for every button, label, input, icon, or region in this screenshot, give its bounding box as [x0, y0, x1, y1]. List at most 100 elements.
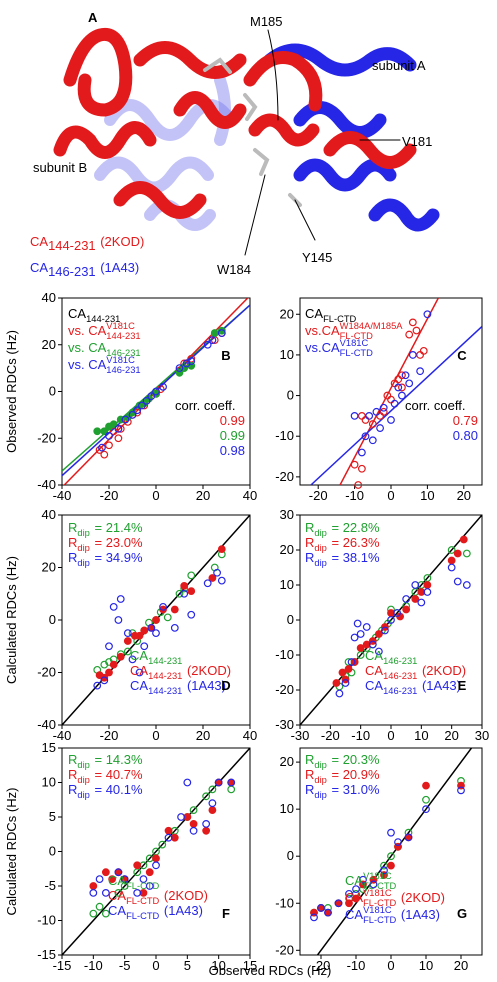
data-point: [393, 609, 401, 617]
data-point: [145, 868, 154, 877]
label-part: (1A43): [418, 678, 461, 693]
label-part: CA: [305, 306, 323, 321]
data-point: [202, 820, 211, 828]
data-point: [350, 411, 359, 420]
x-tick-label: 10: [211, 958, 225, 973]
label-part: dip: [77, 775, 89, 785]
label-part: dip: [77, 528, 89, 538]
y-tick-label: 0: [287, 612, 294, 627]
data-point: [383, 391, 392, 400]
data-point: [175, 589, 184, 598]
data-point: [159, 382, 167, 391]
data-point: [361, 432, 370, 441]
data-point: [135, 668, 144, 677]
x-tick-label: 40: [243, 488, 257, 503]
y-tick-label: 10: [280, 577, 294, 592]
legend-label: vs. CA146-231: [68, 340, 141, 358]
data-point: [203, 340, 212, 349]
label-part: dip: [77, 790, 89, 800]
data-point: [332, 679, 341, 687]
r-dip: Rdip = 40.1%: [68, 782, 143, 800]
corr-value: 0.80: [453, 428, 478, 443]
r-dip: Rdip = 21.4%: [68, 520, 143, 538]
x-tick-label: -10: [351, 728, 370, 743]
data-point: [411, 581, 420, 589]
y-tick-label: 15: [42, 740, 56, 755]
data-point: [158, 840, 167, 849]
corr-label: corr. coeff.: [405, 398, 465, 413]
panel-letter: A: [88, 10, 98, 25]
data-point: [365, 411, 374, 420]
data-point: [164, 826, 173, 835]
data-point: [381, 626, 389, 635]
label-part: V181C: [340, 338, 369, 348]
data-point: [109, 602, 118, 611]
data-point: [152, 854, 160, 863]
x-tick-label: -15: [53, 958, 72, 973]
label-part: R: [68, 782, 77, 797]
data-point: [187, 357, 196, 366]
data-point: [423, 588, 432, 596]
data-point: [394, 383, 403, 392]
label-part: CA: [345, 907, 363, 922]
label-part: 144-231: [106, 331, 140, 341]
protein-structure: [53, 27, 440, 256]
data-point: [183, 813, 192, 821]
data-point: [359, 875, 367, 884]
data-point: [189, 806, 198, 814]
data-point: [398, 371, 406, 380]
data-point: [101, 889, 110, 897]
x-tick-label: -20: [312, 958, 331, 973]
data-point: [402, 595, 411, 603]
data-point: [189, 820, 198, 828]
data-point: [170, 833, 179, 842]
x-tick-label: -20: [100, 488, 119, 503]
legend-label: CAV181C FL-CTD: [345, 871, 397, 891]
data-point: [324, 908, 332, 917]
x-tick-label: 10: [420, 488, 434, 503]
data-point: [447, 563, 456, 572]
data-point: [120, 875, 129, 883]
label-part: FL-CTD: [363, 915, 396, 925]
data-point: [152, 629, 160, 638]
data-point: [350, 460, 359, 469]
data-point: [93, 681, 102, 690]
data-point: [457, 786, 465, 795]
y-tick-label: 40: [42, 507, 56, 522]
data-point: [105, 422, 113, 431]
data-point: [180, 589, 189, 598]
data-point: [187, 571, 196, 580]
data-point: [344, 665, 353, 673]
label-part: 144-231: [86, 314, 120, 324]
data-point: [387, 828, 395, 837]
data-point: [89, 889, 98, 897]
annotation: M185: [250, 14, 283, 29]
data-point: [345, 899, 353, 908]
label-part: CA: [30, 260, 48, 275]
data-point: [177, 813, 185, 821]
x-tick-label: 0: [152, 728, 159, 743]
legend-label: vs. CAV181C 144-231: [68, 321, 141, 341]
data-point: [376, 411, 384, 420]
data-point: [128, 655, 137, 664]
data-point: [210, 329, 219, 337]
data-point: [338, 668, 347, 677]
y-axis-label: Calculated RDCs (Hz): [4, 556, 19, 684]
data-point: [379, 407, 388, 416]
data-point: [208, 785, 217, 794]
data-point: [140, 626, 149, 635]
corr-label: corr. coeff.: [175, 398, 235, 413]
label-part: vs. CA: [68, 340, 107, 355]
label-part: V181C: [106, 321, 135, 331]
data-point: [133, 889, 142, 897]
y-tick-label: 0: [49, 612, 56, 627]
data-point: [105, 642, 113, 651]
label-part: = 40.7%: [91, 767, 143, 782]
data-point: [133, 861, 142, 870]
legend-label: vs. CAV181C 146-231: [68, 355, 141, 375]
x-tick-label: 5: [184, 958, 191, 973]
data-point: [227, 778, 236, 787]
panel-letter: C: [457, 348, 467, 363]
label-part: (1A43): [183, 678, 226, 693]
label-part: = 21.4%: [91, 520, 143, 535]
